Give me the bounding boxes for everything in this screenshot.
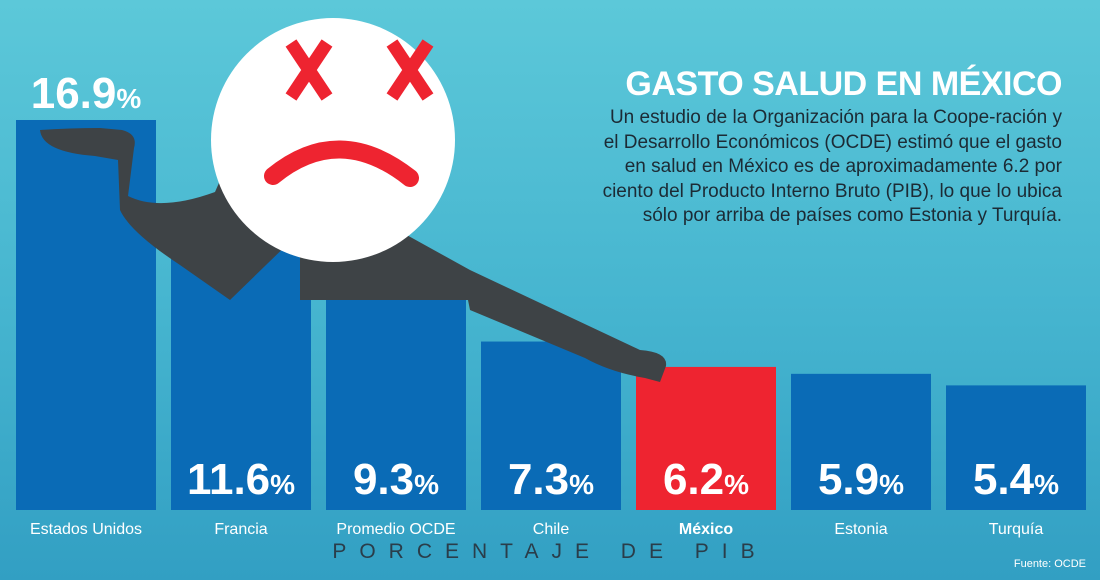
value-label: 16.9%	[31, 69, 142, 118]
right-x-eye	[386, 39, 434, 101]
category-label: Francia	[214, 521, 267, 538]
bar-promedio-ocde	[326, 295, 466, 510]
bar-méxico	[636, 366, 776, 510]
value-label: 5.9%	[818, 455, 904, 504]
left-x-eye	[285, 39, 333, 101]
category-label: México	[679, 521, 733, 538]
category-label: Turquía	[989, 521, 1044, 538]
info-panel: GASTO SALUD EN MÉXICO Un estudio de la O…	[592, 64, 1063, 229]
category-label: Estonia	[834, 521, 887, 538]
bar-chile	[481, 341, 621, 510]
sad-face-circle	[211, 18, 455, 262]
frown-mouth	[264, 140, 419, 187]
category-label: Estados Unidos	[30, 521, 142, 538]
axis-title: PORCENTAJE DE PIB	[332, 540, 768, 563]
value-label: 6.2%	[663, 455, 749, 504]
infographic-title: GASTO SALUD EN MÉXICO	[625, 65, 1062, 103]
value-label: 5.4%	[973, 455, 1059, 504]
value-label: 7.3%	[508, 455, 594, 504]
category-label: Promedio OCDE	[336, 521, 455, 538]
labels-layer: 16.9% Estados Unidos 11.6% Francia 9.3% Prome…	[30, 69, 1059, 538]
infographic-description: Un estudio de la Organización para la Co…	[602, 107, 1062, 226]
value-label: 11.6%	[187, 455, 295, 504]
x-eyes	[285, 39, 434, 101]
source-note: Fuente: OCDE	[1013, 558, 1086, 570]
bar-estonia	[791, 373, 931, 510]
bar-turquía	[946, 385, 1086, 510]
sad-face-figure	[40, 18, 667, 382]
bars-layer	[16, 120, 1086, 511]
bar-estados-unidos	[16, 120, 156, 510]
value-label: 9.3%	[353, 455, 439, 504]
category-label: Chile	[533, 521, 570, 538]
